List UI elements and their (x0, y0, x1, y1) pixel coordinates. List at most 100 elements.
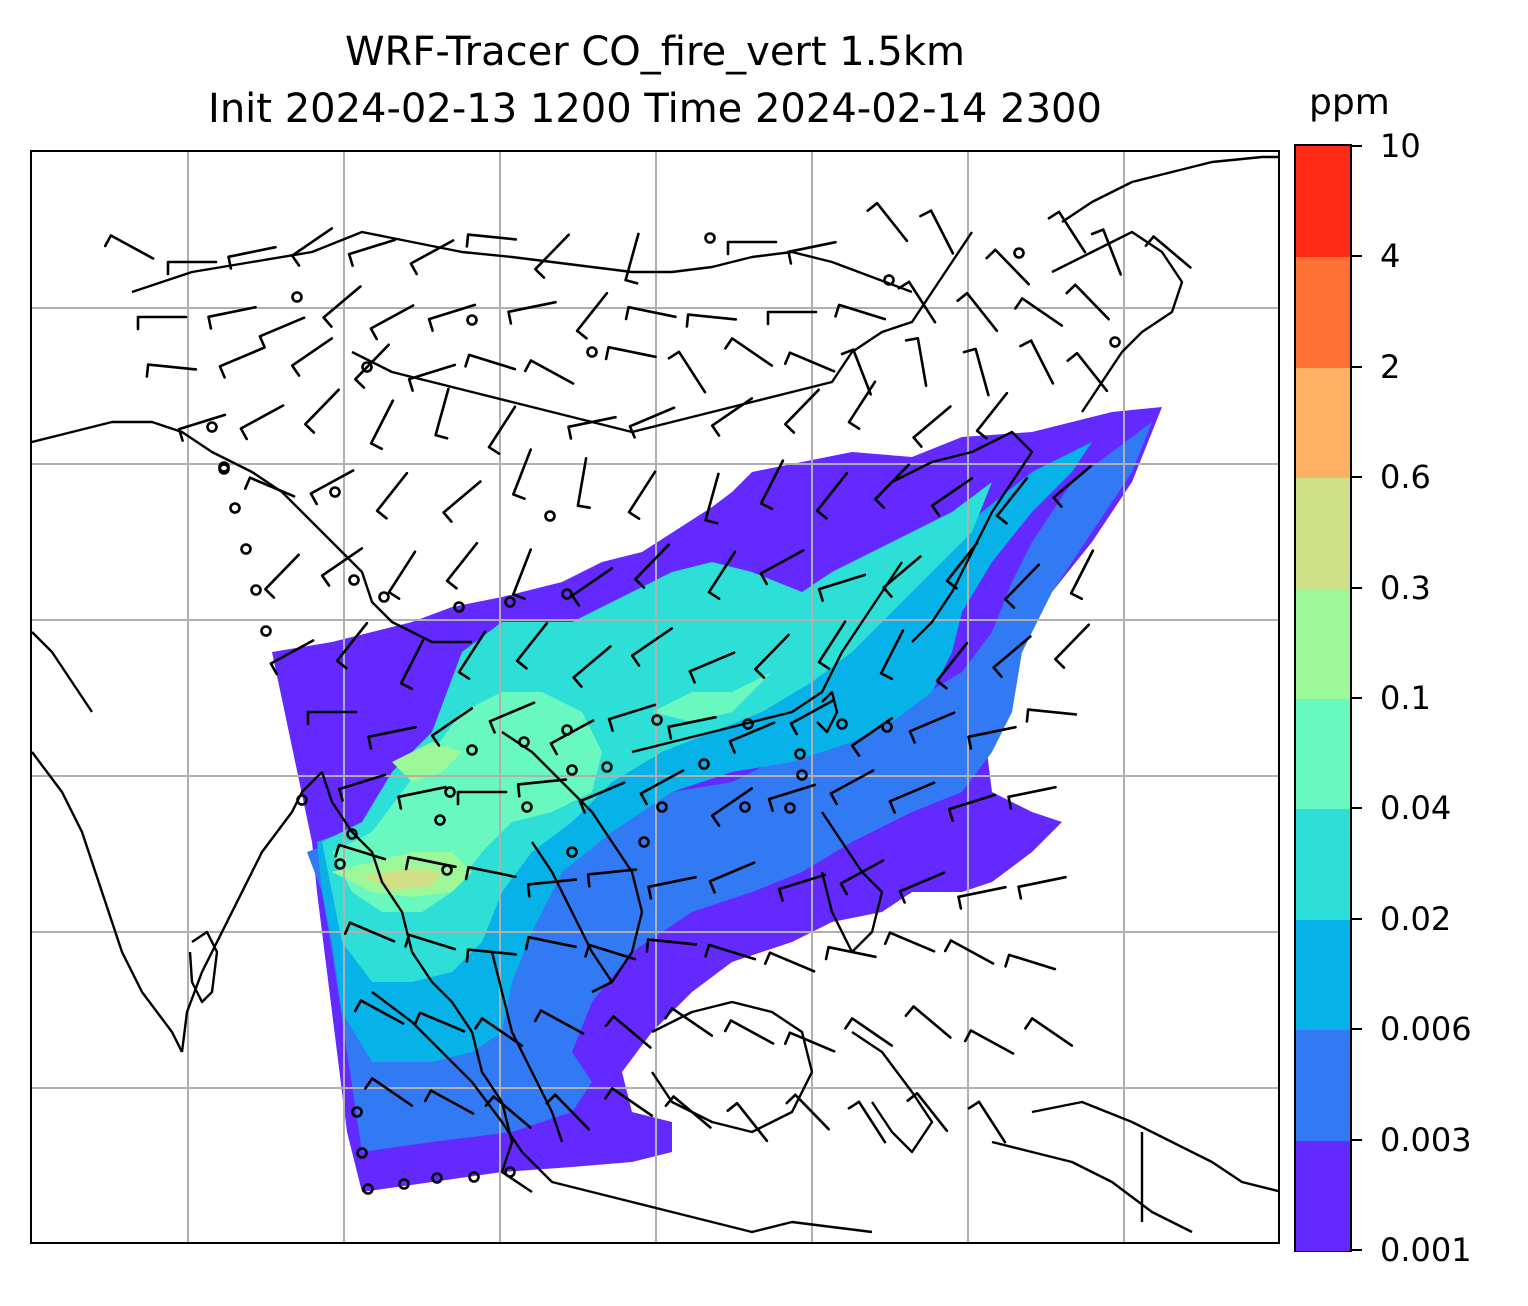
calm-wind-marker (431, 1172, 443, 1184)
wind-barb (995, 476, 1029, 525)
calm-wind-marker (566, 764, 578, 776)
wind-barb (269, 639, 315, 676)
wind-barb (874, 463, 910, 509)
colorbar-tick (1352, 1028, 1362, 1031)
colorbar-segment (1296, 1139, 1350, 1251)
wind-barb (667, 715, 717, 740)
wind-barb (347, 238, 397, 267)
wind-barb (817, 620, 847, 670)
coastline-segment (501, 731, 644, 994)
wind-barb (883, 931, 936, 953)
wind-barb (847, 1100, 887, 1144)
calm-wind-marker (561, 588, 573, 600)
wind-barb (767, 783, 817, 812)
wind-barb (956, 291, 999, 333)
wind-barb (399, 639, 425, 691)
wind-barb (784, 388, 820, 434)
wind-barb (904, 1005, 952, 1039)
calm-wind-marker (704, 232, 716, 244)
calm-wind-marker (346, 828, 358, 840)
wind-barb (967, 725, 1017, 750)
wind-barb (664, 1095, 712, 1129)
wind-barb (523, 359, 575, 385)
calm-wind-marker (638, 836, 650, 848)
wind-barb (570, 567, 614, 607)
wind-barb (354, 343, 390, 389)
calm-wind-marker (796, 769, 808, 781)
wind-barb (576, 457, 591, 509)
calm-wind-marker (296, 794, 308, 806)
wind-barb (488, 701, 536, 734)
coastline-segment (631, 561, 903, 754)
wind-barb (839, 859, 885, 896)
wind-barb (943, 939, 995, 965)
wind-barb (427, 303, 477, 332)
wind-barb (584, 943, 637, 961)
wind-barb (957, 885, 1007, 910)
wind-barb (572, 645, 612, 688)
calm-wind-marker (466, 314, 478, 326)
coastline-segment (180, 771, 323, 1053)
wind-barb (726, 1101, 769, 1143)
calm-wind-marker (881, 721, 893, 733)
wind-barb (1144, 235, 1192, 269)
calm-wind-marker (361, 361, 373, 373)
map-title-line1: WRF-Tracer CO_fire_vert 1.5km (344, 29, 966, 75)
colorbar-tick-label: 0.3 (1380, 568, 1431, 607)
colorbar-tick-label: 0.6 (1380, 458, 1431, 497)
wind-barb (624, 232, 640, 285)
wind-barb (258, 316, 306, 349)
map-panel (30, 150, 1280, 1244)
calm-wind-marker (206, 421, 218, 433)
wind-barb (639, 769, 685, 806)
wind-barb (136, 315, 188, 331)
wind-barb (815, 471, 849, 520)
wind-barb (103, 234, 155, 260)
wind-barb (1024, 1017, 1074, 1047)
calm-wind-marker (348, 574, 360, 586)
wind-barb (897, 280, 937, 324)
calm-wind-marker (521, 801, 533, 813)
wind-barb (369, 399, 395, 451)
wind-barb (487, 405, 517, 455)
colorbar-tick (1352, 255, 1362, 258)
concentration-contour (307, 422, 1152, 1152)
map-gridlines (32, 152, 1278, 1242)
wind-barb (919, 209, 955, 255)
wind-barb (353, 999, 405, 1025)
wind-barb (607, 703, 657, 732)
wind-barb (1066, 351, 1109, 393)
colorbar-tick (1352, 476, 1362, 479)
wind-barb (630, 627, 674, 667)
wind-barb (945, 541, 979, 590)
wind-barb (604, 345, 657, 361)
colorbar-tick (1352, 1249, 1362, 1251)
colorbar-segment (1296, 256, 1350, 368)
calm-wind-marker (739, 801, 751, 813)
coastline-segment (188, 930, 219, 1004)
wind-barb (667, 350, 707, 394)
map-title-line2: Init 2024-02-13 1200 Time 2024-02-14 230… (208, 86, 1102, 132)
wind-barb (430, 707, 474, 747)
concentration-contour (362, 868, 442, 890)
wind-barb (442, 480, 482, 523)
wind-barb (777, 873, 827, 902)
wind-barb (783, 1031, 836, 1053)
calm-wind-marker (291, 291, 303, 303)
wind-barb (879, 629, 905, 681)
wind-barb (534, 233, 570, 279)
wind-barb (708, 861, 756, 894)
calm-wind-marker (378, 591, 390, 603)
wind-barb (844, 1017, 894, 1047)
colorbar-segment (1296, 808, 1350, 920)
wind-barb (166, 260, 218, 276)
wind-barb (474, 1017, 524, 1047)
wind-barb (343, 921, 396, 943)
colorbar-tick-label: 10 (1380, 127, 1421, 165)
coastline-segment (891, 430, 1034, 643)
wind-barb (413, 1011, 466, 1033)
colorbar (1294, 144, 1352, 1252)
wind-barb (404, 933, 457, 951)
calm-wind-marker (518, 736, 530, 748)
coastline-segment (1061, 155, 1278, 223)
